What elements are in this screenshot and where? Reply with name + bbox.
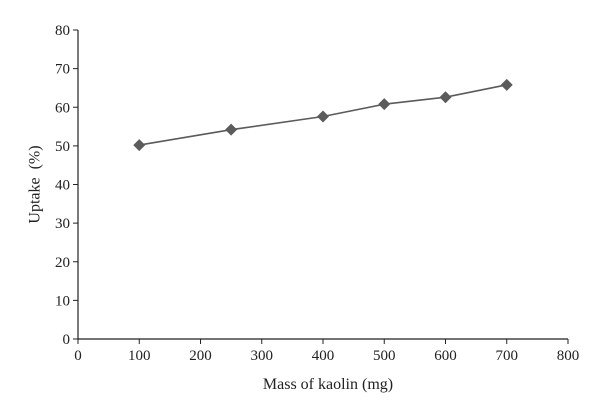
y-tick-label: 50 [55,139,70,155]
x-tick-label: 800 [557,348,580,364]
y-tick-label: 20 [55,255,70,271]
data-point-marker [500,78,513,91]
y-axis-ticks: 0 10 20 30 40 50 60 70 80 [55,23,78,348]
x-tick-label: 700 [496,348,519,364]
y-axis-title: Uptake (%) [27,145,44,223]
x-tick-label: 100 [128,348,151,364]
y-tick-label: 70 [55,62,70,78]
x-tick-label: 600 [434,348,457,364]
x-axis-ticks: 0 100 200 300 400 500 600 700 800 [74,339,579,364]
x-tick-label: 400 [312,348,335,364]
y-tick-label: 30 [55,216,70,232]
y-tick-label: 60 [55,100,70,116]
data-point-marker [439,91,452,104]
y-tick-label: 10 [55,293,70,309]
x-axis-title: Mass of kaolin (mg) [263,376,393,393]
data-point-marker [378,98,391,111]
data-point-marker [133,139,146,152]
x-tick-label: 200 [189,348,212,364]
data-point-marker [225,123,238,136]
x-tick-label: 300 [251,348,274,364]
data-point-marker [317,110,329,123]
y-tick-label: 80 [55,23,70,39]
x-tick-label: 0 [74,348,82,364]
y-tick-label: 0 [63,332,71,348]
y-tick-label: 40 [55,178,70,194]
series-line [139,84,507,146]
series-layer [133,78,513,152]
x-tick-label: 500 [373,348,396,364]
